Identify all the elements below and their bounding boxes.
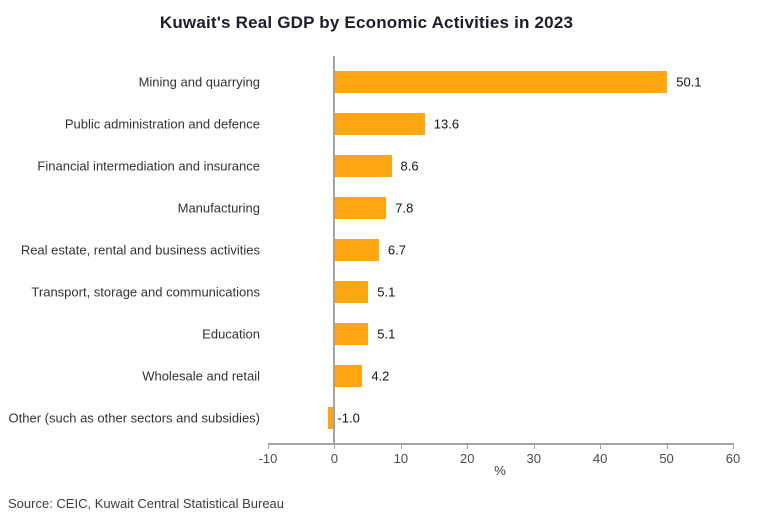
x-tick-label: -10 xyxy=(258,451,278,466)
bar xyxy=(334,239,379,261)
category-label: Mining and quarrying xyxy=(138,74,260,90)
chart-title: Kuwait's Real GDP by Economic Activities… xyxy=(159,13,574,32)
value-label: 5.1 xyxy=(377,284,396,300)
value-label: 6.7 xyxy=(387,242,406,258)
category-label: Public administration and defence xyxy=(64,116,260,132)
value-label: 5.1 xyxy=(377,326,396,342)
x-axis-line xyxy=(268,443,734,445)
value-label: 4.2 xyxy=(371,368,390,384)
x-tick-mark xyxy=(733,443,734,449)
x-tick-mark xyxy=(400,443,402,449)
value-label: 50.1 xyxy=(676,74,702,90)
source-note: Source: CEIC, Kuwait Central Statistical… xyxy=(8,496,285,511)
x-tick-label: 40 xyxy=(592,451,608,466)
x-tick-label: 10 xyxy=(393,451,409,466)
category-label: Education xyxy=(202,326,260,342)
x-tick-mark xyxy=(600,443,602,449)
x-tick-label: 30 xyxy=(526,451,541,466)
category-label: Wholesale and retail xyxy=(142,368,260,384)
bar xyxy=(327,407,335,429)
bar xyxy=(334,323,369,345)
value-label: 7.8 xyxy=(395,200,414,216)
x-axis-title: % xyxy=(494,463,506,478)
x-tick-label: 50 xyxy=(659,451,674,466)
bar xyxy=(334,113,425,135)
x-tick-mark xyxy=(666,443,668,449)
category-label: Transport, storage and communications xyxy=(31,284,260,300)
category-label: Real estate, rental and business activit… xyxy=(20,242,260,258)
bar xyxy=(334,155,392,177)
value-label: 13.6 xyxy=(433,116,460,132)
category-label: Manufacturing xyxy=(177,200,260,216)
category-label: Financial intermediation and insurance xyxy=(37,158,260,174)
x-tick-mark xyxy=(334,443,336,449)
x-tick-mark xyxy=(533,443,535,449)
zero-axis-line xyxy=(333,56,336,443)
bar xyxy=(334,197,387,219)
x-tick-mark xyxy=(268,443,269,449)
x-tick-label: 0 xyxy=(330,451,339,466)
value-label: 8.6 xyxy=(400,158,419,174)
x-tick-label: 20 xyxy=(460,451,475,466)
plot-area: Mining and quarrying 50.1 Public administr… xyxy=(8,56,741,466)
category-label: Other (such as other sectors and subsidi… xyxy=(8,410,260,426)
bar xyxy=(334,365,363,387)
bar xyxy=(334,281,369,303)
x-tick-label: 60 xyxy=(725,451,741,466)
bar xyxy=(334,71,668,93)
x-tick-mark xyxy=(467,443,469,449)
value-label: -1.0 xyxy=(337,410,360,426)
